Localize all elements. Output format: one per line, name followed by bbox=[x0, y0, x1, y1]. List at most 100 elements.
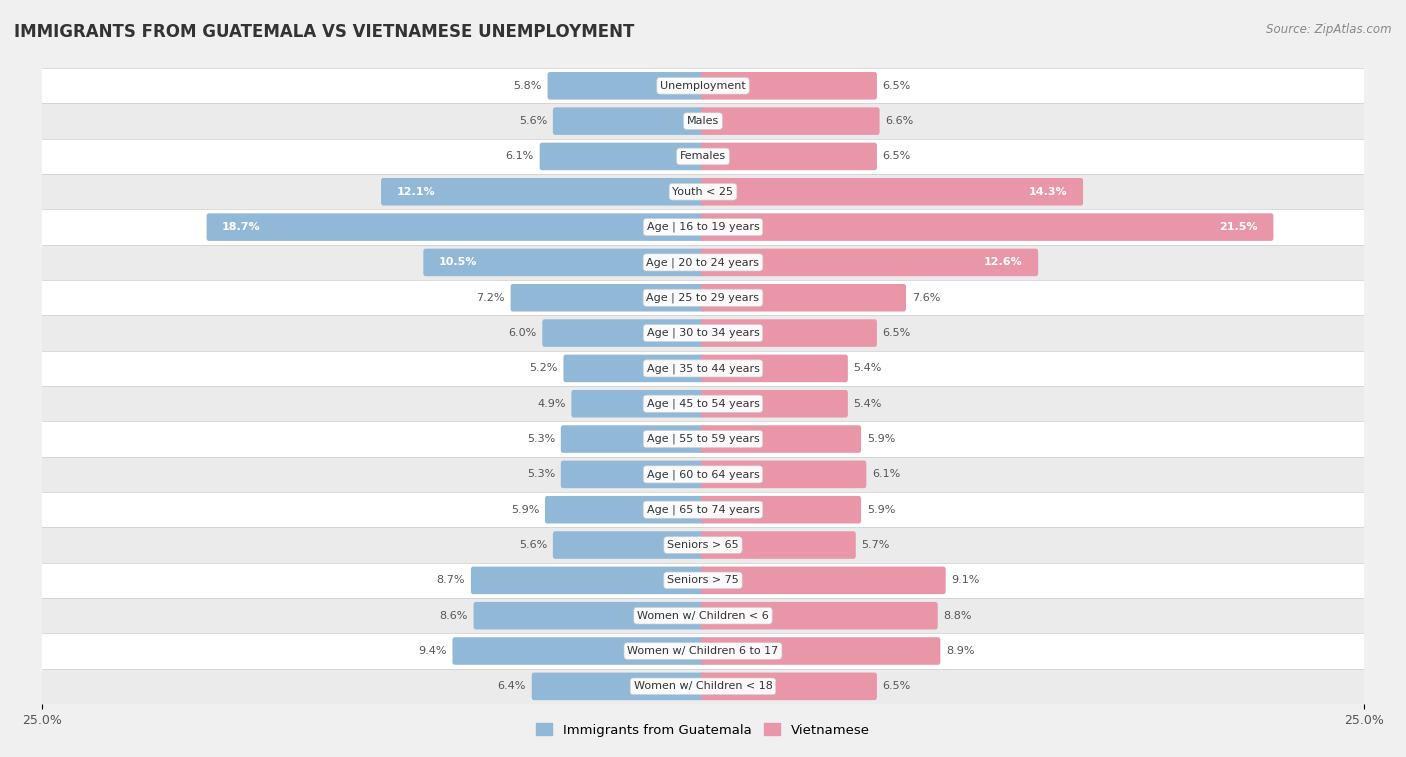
Text: 7.6%: 7.6% bbox=[912, 293, 941, 303]
FancyBboxPatch shape bbox=[700, 637, 941, 665]
Bar bbox=[42, 280, 1364, 316]
FancyBboxPatch shape bbox=[474, 602, 706, 630]
Text: Age | 25 to 29 years: Age | 25 to 29 years bbox=[647, 292, 759, 303]
Text: IMMIGRANTS FROM GUATEMALA VS VIETNAMESE UNEMPLOYMENT: IMMIGRANTS FROM GUATEMALA VS VIETNAMESE … bbox=[14, 23, 634, 41]
FancyBboxPatch shape bbox=[540, 142, 706, 170]
Bar bbox=[42, 210, 1364, 245]
Text: Age | 55 to 59 years: Age | 55 to 59 years bbox=[647, 434, 759, 444]
FancyBboxPatch shape bbox=[543, 319, 706, 347]
Text: 5.4%: 5.4% bbox=[853, 399, 882, 409]
Text: 8.7%: 8.7% bbox=[437, 575, 465, 585]
FancyBboxPatch shape bbox=[700, 425, 860, 453]
Text: 9.1%: 9.1% bbox=[952, 575, 980, 585]
Text: 5.7%: 5.7% bbox=[862, 540, 890, 550]
Text: 6.6%: 6.6% bbox=[886, 116, 914, 126]
Text: Unemployment: Unemployment bbox=[661, 81, 745, 91]
FancyBboxPatch shape bbox=[700, 284, 905, 312]
Text: 6.5%: 6.5% bbox=[883, 328, 911, 338]
Text: 6.1%: 6.1% bbox=[872, 469, 900, 479]
FancyBboxPatch shape bbox=[700, 460, 866, 488]
Bar bbox=[42, 245, 1364, 280]
Text: Age | 16 to 19 years: Age | 16 to 19 years bbox=[647, 222, 759, 232]
FancyBboxPatch shape bbox=[700, 319, 877, 347]
FancyBboxPatch shape bbox=[700, 142, 877, 170]
Text: 6.1%: 6.1% bbox=[506, 151, 534, 161]
FancyBboxPatch shape bbox=[531, 672, 706, 700]
FancyBboxPatch shape bbox=[547, 72, 706, 100]
Text: 8.6%: 8.6% bbox=[439, 611, 468, 621]
Text: 5.4%: 5.4% bbox=[853, 363, 882, 373]
Text: Source: ZipAtlas.com: Source: ZipAtlas.com bbox=[1267, 23, 1392, 36]
Text: Age | 65 to 74 years: Age | 65 to 74 years bbox=[647, 504, 759, 515]
Bar bbox=[42, 422, 1364, 456]
Text: 5.6%: 5.6% bbox=[519, 116, 547, 126]
FancyBboxPatch shape bbox=[453, 637, 706, 665]
FancyBboxPatch shape bbox=[510, 284, 706, 312]
FancyBboxPatch shape bbox=[471, 566, 706, 594]
Text: 5.3%: 5.3% bbox=[527, 434, 555, 444]
Legend: Immigrants from Guatemala, Vietnamese: Immigrants from Guatemala, Vietnamese bbox=[531, 718, 875, 742]
FancyBboxPatch shape bbox=[700, 496, 860, 524]
FancyBboxPatch shape bbox=[700, 354, 848, 382]
Text: 12.1%: 12.1% bbox=[396, 187, 434, 197]
Text: 5.9%: 5.9% bbox=[868, 505, 896, 515]
Text: 9.4%: 9.4% bbox=[418, 646, 447, 656]
Bar bbox=[42, 104, 1364, 139]
FancyBboxPatch shape bbox=[700, 672, 877, 700]
Text: Women w/ Children < 6: Women w/ Children < 6 bbox=[637, 611, 769, 621]
Text: 5.6%: 5.6% bbox=[519, 540, 547, 550]
Text: Youth < 25: Youth < 25 bbox=[672, 187, 734, 197]
Text: 6.5%: 6.5% bbox=[883, 151, 911, 161]
Bar bbox=[42, 456, 1364, 492]
Text: 6.5%: 6.5% bbox=[883, 81, 911, 91]
FancyBboxPatch shape bbox=[700, 602, 938, 630]
Bar bbox=[42, 668, 1364, 704]
Text: Women w/ Children < 18: Women w/ Children < 18 bbox=[634, 681, 772, 691]
Text: Seniors > 65: Seniors > 65 bbox=[668, 540, 738, 550]
Text: 5.2%: 5.2% bbox=[529, 363, 558, 373]
FancyBboxPatch shape bbox=[564, 354, 706, 382]
Bar bbox=[42, 492, 1364, 528]
Text: Females: Females bbox=[681, 151, 725, 161]
Text: 6.5%: 6.5% bbox=[883, 681, 911, 691]
Bar bbox=[42, 316, 1364, 350]
FancyBboxPatch shape bbox=[700, 248, 1038, 276]
Text: Women w/ Children 6 to 17: Women w/ Children 6 to 17 bbox=[627, 646, 779, 656]
FancyBboxPatch shape bbox=[700, 531, 856, 559]
Bar bbox=[42, 562, 1364, 598]
FancyBboxPatch shape bbox=[207, 213, 706, 241]
Text: 5.9%: 5.9% bbox=[868, 434, 896, 444]
Bar bbox=[42, 174, 1364, 210]
FancyBboxPatch shape bbox=[700, 107, 880, 135]
Bar bbox=[42, 528, 1364, 562]
FancyBboxPatch shape bbox=[381, 178, 706, 206]
FancyBboxPatch shape bbox=[546, 496, 706, 524]
Bar bbox=[42, 350, 1364, 386]
Bar bbox=[42, 386, 1364, 422]
Text: 5.9%: 5.9% bbox=[510, 505, 538, 515]
Text: 21.5%: 21.5% bbox=[1219, 222, 1258, 232]
FancyBboxPatch shape bbox=[561, 460, 706, 488]
Text: Age | 45 to 54 years: Age | 45 to 54 years bbox=[647, 398, 759, 409]
Text: 5.8%: 5.8% bbox=[513, 81, 541, 91]
Text: 7.2%: 7.2% bbox=[477, 293, 505, 303]
FancyBboxPatch shape bbox=[700, 178, 1083, 206]
FancyBboxPatch shape bbox=[700, 566, 946, 594]
Text: 12.6%: 12.6% bbox=[984, 257, 1022, 267]
FancyBboxPatch shape bbox=[423, 248, 706, 276]
FancyBboxPatch shape bbox=[700, 213, 1274, 241]
FancyBboxPatch shape bbox=[571, 390, 706, 418]
Text: 10.5%: 10.5% bbox=[439, 257, 477, 267]
Text: 6.0%: 6.0% bbox=[508, 328, 537, 338]
Text: 6.4%: 6.4% bbox=[498, 681, 526, 691]
FancyBboxPatch shape bbox=[700, 72, 877, 100]
Text: Age | 60 to 64 years: Age | 60 to 64 years bbox=[647, 469, 759, 480]
Bar bbox=[42, 598, 1364, 634]
Bar bbox=[42, 634, 1364, 668]
Text: 14.3%: 14.3% bbox=[1029, 187, 1067, 197]
FancyBboxPatch shape bbox=[553, 531, 706, 559]
Text: Age | 35 to 44 years: Age | 35 to 44 years bbox=[647, 363, 759, 374]
Bar bbox=[42, 68, 1364, 104]
Text: Seniors > 75: Seniors > 75 bbox=[666, 575, 740, 585]
Text: Males: Males bbox=[688, 116, 718, 126]
